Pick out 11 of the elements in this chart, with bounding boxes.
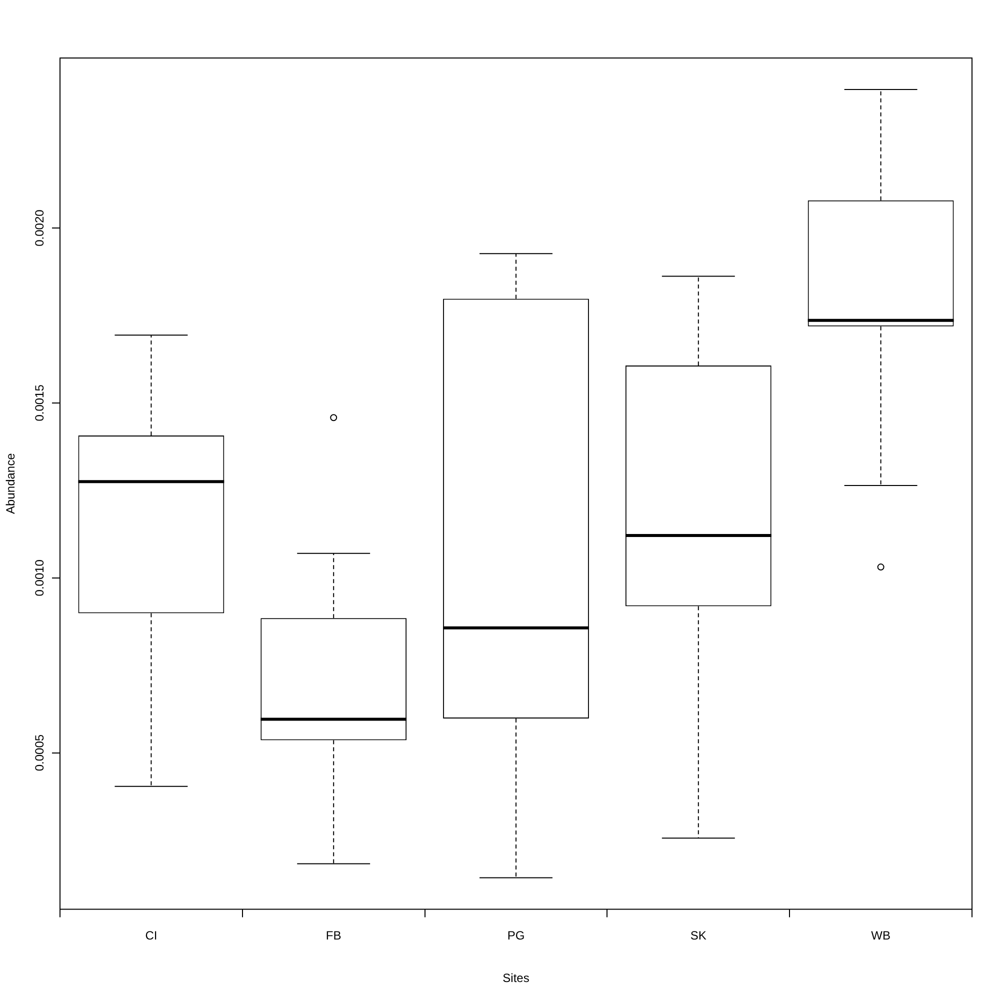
y-tick-label: 0.0015 [32, 384, 46, 422]
y-tick-label: 0.0020 [32, 209, 46, 246]
y-tick-label: 0.0005 [32, 734, 46, 772]
x-tick-label: PG [507, 928, 525, 943]
y-axis-title: Abundance [4, 452, 18, 514]
x-tick-label: WB [871, 928, 890, 943]
x-tick-label: SK [690, 928, 706, 943]
x-tick-label: CI [145, 928, 158, 943]
x-axis-title: Sites [502, 971, 530, 986]
y-tick-label: 0.0010 [32, 559, 46, 596]
x-tick-label: FB [326, 928, 342, 943]
